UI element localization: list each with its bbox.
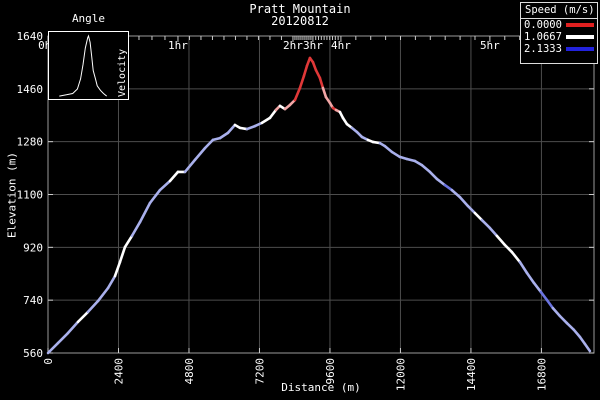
svg-text:7200: 7200: [253, 358, 266, 385]
svg-text:12000: 12000: [394, 358, 407, 391]
legend-entry-fast: 2.1333: [521, 43, 597, 55]
svg-text:4hr: 4hr: [331, 39, 351, 52]
inset-title: Angle: [71, 12, 106, 25]
plot-grid: [48, 36, 594, 353]
legend-label: 1.0667: [524, 31, 562, 43]
legend-label: 2.1333: [524, 43, 562, 55]
svg-text:3hr: 3hr: [303, 39, 323, 52]
svg-text:14400: 14400: [465, 358, 478, 391]
legend-label: 0.0000: [524, 19, 562, 31]
legend-title: Speed (m/s): [521, 3, 597, 19]
svg-text:2hr: 2hr: [283, 39, 303, 52]
legend-entry-mid: 1.0667: [521, 31, 597, 43]
svg-text:0: 0: [42, 358, 55, 365]
svg-text:920: 920: [23, 241, 43, 254]
svg-text:740: 740: [23, 294, 43, 307]
svg-text:5hr: 5hr: [480, 39, 500, 52]
svg-text:560: 560: [23, 347, 43, 360]
svg-text:16800: 16800: [535, 358, 548, 391]
y-axis-ticks: 560 740 920 1100 1280 1460 1640: [17, 30, 594, 360]
svg-text:1280: 1280: [17, 136, 44, 149]
legend-swatch: [566, 23, 594, 27]
svg-text:2400: 2400: [112, 358, 125, 385]
x-axis-label: Distance (m): [281, 381, 361, 394]
chart-title: Pratt Mountain: [249, 2, 351, 16]
y-axis-label: Elevation (m): [5, 151, 19, 239]
speed-legend: Speed (m/s) 0.0000 1.0667 2.1333: [520, 2, 598, 64]
x-axis-ticks: 0 2400 4800 7200 9600 12000 14400 16800: [42, 348, 548, 391]
svg-text:9600: 9600: [324, 358, 337, 385]
chart-subtitle-date: 20120812: [271, 14, 329, 28]
inset-y-axis-label: Velocity: [117, 48, 128, 97]
legend-entry-slow: 0.0000: [521, 19, 597, 31]
legend-swatch: [566, 35, 594, 39]
legend-swatch: [566, 47, 594, 51]
svg-text:1hr: 1hr: [168, 39, 188, 52]
elevation-profile-curve: [46, 56, 592, 355]
svg-text:1100: 1100: [17, 189, 44, 202]
svg-text:4800: 4800: [183, 358, 196, 385]
svg-text:1460: 1460: [17, 83, 44, 96]
angle-distribution-curve: [59, 34, 108, 97]
svg-text:1640: 1640: [17, 30, 44, 43]
inset-angle-velocity: Velocity: [48, 31, 129, 100]
